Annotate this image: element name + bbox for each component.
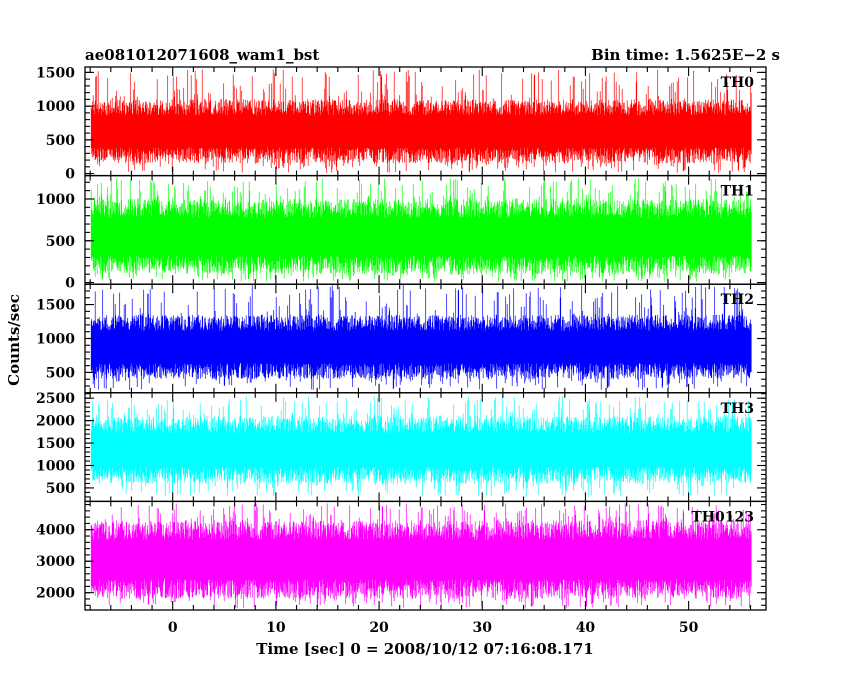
panel-th3: 500 1000 1500 2000 2500 TH3 — [36, 391, 767, 503]
y-tick-label: 1500 — [36, 436, 75, 452]
series-th0123 — [90, 503, 752, 609]
y-tick-label: 500 — [46, 481, 75, 497]
panel-frame — [84, 500, 767, 611]
y-tick-label: 0 — [65, 167, 75, 183]
x-tick-label: 10 — [266, 620, 286, 636]
panel-label: TH0123 — [691, 509, 754, 525]
y-tick-label: 1000 — [36, 99, 75, 115]
chart-title-right: Bin time: 1.5625E−2 s — [591, 46, 780, 64]
y-tick-label: 500 — [46, 133, 75, 149]
y-tick-label: 1000 — [36, 332, 75, 348]
x-tick-label: 20 — [369, 620, 389, 636]
y-tick-label: 2500 — [36, 391, 75, 407]
y-tick-label: 0 — [65, 276, 75, 292]
y-tick-label: 1000 — [36, 458, 75, 474]
panel-label: TH3 — [721, 401, 754, 417]
y-tick-label: 3000 — [36, 554, 75, 570]
series-th1 — [90, 178, 752, 282]
chart-title-left: ae081012071608_wam1_bst — [85, 46, 319, 64]
y-tick-label: 500 — [46, 234, 75, 250]
y-tick-label: 1000 — [36, 192, 75, 208]
series-th2 — [90, 284, 752, 390]
series-th0 — [90, 69, 752, 173]
x-axis-label: Time [sec] 0 = 2008/10/12 07:16:08.171 — [256, 640, 593, 658]
x-tick-label: 0 — [168, 620, 178, 636]
panel-label: TH0 — [721, 75, 755, 91]
y-tick-label: 500 — [46, 365, 75, 381]
x-tick-label: 40 — [576, 620, 596, 636]
y-tick-label: 2000 — [36, 586, 75, 602]
y-axis-label: Counts/sec — [5, 294, 23, 386]
y-tick-label: 1500 — [36, 65, 75, 81]
panel-th1: 0 500 1000 TH1 — [36, 174, 767, 292]
panel-label: TH2 — [721, 292, 754, 308]
series-th3 — [90, 396, 752, 497]
y-tick-label: 1500 — [36, 298, 75, 314]
x-tick-label: 50 — [679, 620, 699, 636]
y-tick-label: 4000 — [36, 523, 75, 539]
panel-th0123: 2000 3000 4000 TH0123 — [36, 500, 767, 611]
panel-th0: 0 500 1000 1500 TH0 — [36, 65, 767, 183]
x-tick-label: 30 — [473, 620, 493, 636]
y-tick-label: 2000 — [36, 414, 75, 430]
panel-label: TH1 — [721, 184, 754, 200]
panel-th2: 500 1000 1500 TH2 — [36, 283, 767, 394]
